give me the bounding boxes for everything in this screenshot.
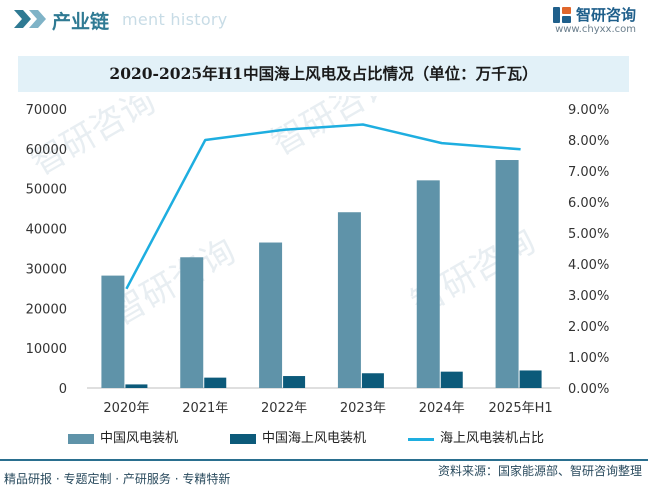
- share-line: [125, 123, 521, 290]
- brand-url: www.chyxx.com: [555, 24, 636, 35]
- bar-offshore: [440, 371, 463, 388]
- legend-line-share: [408, 438, 434, 441]
- footer-source: 资料来源：国家能源部、智研咨询整理: [437, 464, 642, 478]
- y-left-axis: 0 10000 20000 30000 40000 50000 60000 70000: [26, 103, 67, 397]
- x-tick-label: 2022年: [261, 401, 307, 416]
- y-right-tick-label: 1.00%: [568, 351, 609, 366]
- y-left-tick-label: 20000: [26, 302, 67, 317]
- y-left-tick-label: 10000: [26, 342, 67, 357]
- y-right-tick-label: 2.00%: [568, 320, 609, 335]
- bar-offshore: [361, 373, 384, 388]
- watermark-mark: 智研咨询: [105, 231, 243, 334]
- y-left-tick-label: 70000: [26, 103, 67, 118]
- y-left-tick-label: 40000: [26, 223, 67, 238]
- bar-offshore: [519, 370, 542, 388]
- y-right-tick-label: 5.00%: [568, 227, 609, 242]
- brand-logo-icon: [552, 6, 571, 23]
- bar-total: [495, 160, 519, 388]
- y-right-tick-label: 9.00%: [568, 103, 609, 118]
- y-right-tick-label: 6.00%: [568, 196, 609, 211]
- y-right-tick-label: 4.00%: [568, 258, 609, 273]
- chart-title: 2020-2025年H1中国海上风电及占比情况（单位：万千瓦）: [18, 56, 629, 92]
- bar-offshore: [204, 377, 227, 388]
- x-tick-label: 2025年H1: [489, 401, 553, 416]
- brand: 智研咨询 www.chyxx.com: [552, 4, 636, 35]
- double-chevron-icon: [14, 10, 46, 28]
- bar-total: [101, 275, 125, 388]
- legend: 中国风电装机 中国海上风电装机 海上风电装机占比: [0, 428, 648, 452]
- legend-item-offshore: 中国海上风电装机: [230, 428, 366, 450]
- y-left-tick-label: 0: [59, 382, 67, 397]
- x-tick-label: 2023年: [340, 401, 386, 416]
- legend-label-total: 中国风电装机: [100, 431, 179, 446]
- header-bar: 产业链 ment history 智研咨询 www.chyxx.com: [0, 0, 648, 38]
- bar-offshore: [125, 384, 148, 388]
- legend-swatch-offshore: [230, 434, 256, 444]
- y-left-tick-label: 30000: [26, 262, 67, 277]
- footer: 精品研报 · 专题定制 · 产研服务 · 专精特新 资料来源：国家能源部、智研咨…: [0, 462, 648, 493]
- brand-name: 智研咨询: [575, 6, 636, 24]
- bar-offshore: [283, 376, 306, 388]
- section-title: 产业链: [52, 11, 110, 33]
- footer-services: 精品研报 · 专题定制 · 产研服务 · 专精特新: [4, 472, 231, 486]
- y-right-tick-label: 8.00%: [568, 134, 609, 149]
- y-right-tick-label: 3.00%: [568, 289, 609, 304]
- legend-label-share: 海上风电装机占比: [440, 431, 545, 446]
- header-watermark: ment history: [122, 10, 228, 29]
- x-tick-label: 2024年: [419, 401, 465, 416]
- x-axis: 2020年 2021年 2022年 2023年 2024年 2025年H1: [103, 401, 552, 416]
- legend-item-share: 海上风电装机占比: [408, 428, 544, 450]
- y-right-tick-label: 7.00%: [568, 165, 609, 180]
- bar-total: [337, 212, 361, 388]
- legend-swatch-total: [68, 434, 94, 444]
- line-layer: [125, 123, 521, 290]
- footer-rule: [0, 459, 648, 461]
- x-tick-label: 2020年: [103, 401, 149, 416]
- y-right-axis: 0.00% 1.00% 2.00% 3.00% 4.00% 5.00% 6.00% 7.00%…: [568, 103, 609, 397]
- x-tick-label: 2021年: [182, 401, 228, 416]
- y-left-tick-label: 50000: [26, 183, 67, 198]
- legend-item-total: 中国风电装机: [68, 428, 178, 450]
- bar-total: [180, 257, 204, 388]
- legend-label-offshore: 中国海上风电装机: [262, 431, 367, 446]
- y-left-tick-label: 60000: [26, 143, 67, 158]
- y-right-tick-label: 0.00%: [568, 382, 609, 397]
- bar-total: [416, 180, 440, 388]
- bars-layer: [101, 160, 542, 388]
- bar-total: [259, 242, 283, 388]
